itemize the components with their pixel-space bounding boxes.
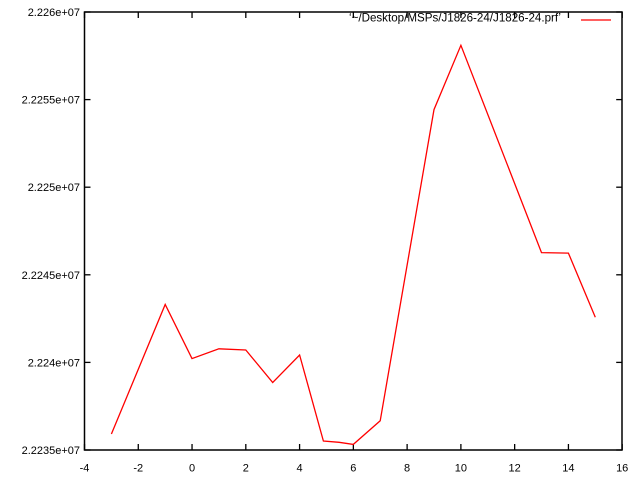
svg-text:2.224e+07: 2.224e+07 — [28, 357, 80, 369]
svg-text:2.226e+07: 2.226e+07 — [28, 7, 80, 19]
svg-text:10: 10 — [455, 463, 467, 475]
svg-text:6: 6 — [350, 463, 356, 475]
svg-text:-2: -2 — [133, 463, 143, 475]
svg-text:‘~/Desktop/MSPs/J1826-24/J1826: ‘~/Desktop/MSPs/J1826-24/J1826-24.prf’ — [349, 12, 561, 25]
svg-text:2: 2 — [243, 463, 249, 475]
svg-text:8: 8 — [404, 463, 410, 475]
svg-text:2.2235e+07: 2.2235e+07 — [22, 445, 80, 457]
svg-text:12: 12 — [509, 463, 521, 475]
svg-text:4: 4 — [297, 463, 303, 475]
svg-text:2.2245e+07: 2.2245e+07 — [22, 270, 80, 282]
svg-text:0: 0 — [189, 463, 195, 475]
svg-text:16: 16 — [616, 463, 628, 475]
svg-text:2.2255e+07: 2.2255e+07 — [22, 95, 80, 107]
svg-text:-4: -4 — [80, 463, 90, 475]
svg-text:2.225e+07: 2.225e+07 — [28, 182, 80, 194]
svg-text:14: 14 — [562, 463, 574, 475]
